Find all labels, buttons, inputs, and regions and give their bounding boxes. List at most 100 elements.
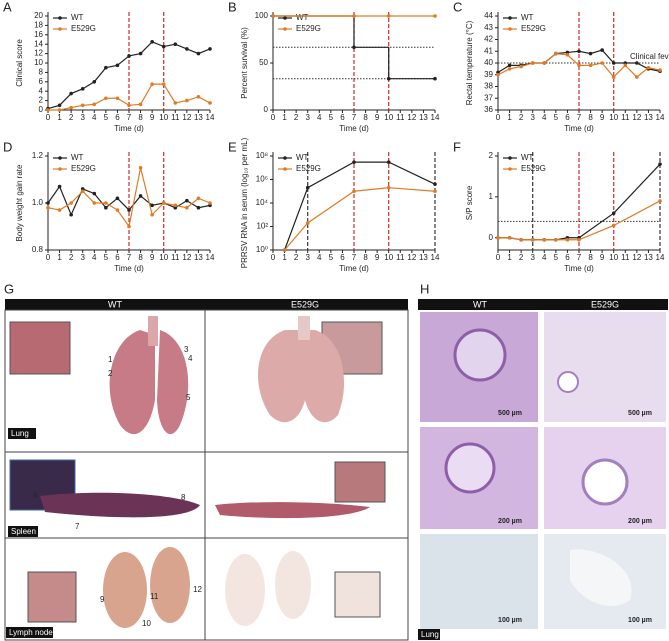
data-point <box>173 101 178 105</box>
data-point <box>69 105 73 110</box>
data-point <box>305 185 310 190</box>
data-point <box>386 14 391 18</box>
data-point <box>57 108 62 112</box>
data-point <box>92 191 97 196</box>
data-point <box>57 103 62 108</box>
data-point <box>542 237 547 242</box>
x-tick-label: 9 <box>150 253 155 262</box>
data-point <box>611 61 616 65</box>
data-point <box>577 49 581 54</box>
y-tick-label: 37 <box>484 93 493 102</box>
data-point <box>554 51 558 56</box>
data-point <box>196 205 201 210</box>
row-label-bg <box>6 627 53 638</box>
data-point <box>496 72 500 77</box>
trachea-image <box>148 316 158 346</box>
x-tick-label: 8 <box>138 253 143 262</box>
data-point <box>623 63 628 68</box>
row-label-bg <box>418 629 440 640</box>
legend-label: WT <box>521 153 534 162</box>
x-tick-label: 7 <box>577 113 582 122</box>
callout: 9 <box>100 595 105 604</box>
data-point <box>271 14 275 18</box>
x-tick-label: 13 <box>194 253 203 262</box>
data-point <box>80 87 85 91</box>
y-tick-label: 0.8 <box>32 245 44 254</box>
x-tick-label: 8 <box>588 113 593 122</box>
callout: 5 <box>186 393 191 402</box>
callout: 12 <box>193 585 202 594</box>
y-tick-label: 2 <box>489 151 494 160</box>
x-axis-label: Time (d) <box>339 124 369 133</box>
data-point <box>92 102 97 107</box>
y-tick-label: 50 <box>259 58 268 67</box>
x-tick-label: 14 <box>431 113 440 122</box>
data-point <box>352 189 356 194</box>
x-tick-label: 11 <box>621 253 630 262</box>
y-tick-label: 0 <box>264 105 269 114</box>
row-label-bg <box>8 526 38 537</box>
data-point <box>386 76 391 81</box>
lymph-node-image <box>275 551 311 619</box>
y-tick-label: 10⁶ <box>256 175 268 184</box>
data-point <box>658 162 662 166</box>
x-tick-label: 6 <box>115 253 120 262</box>
y-tick-label: 6 <box>39 77 44 86</box>
data-point <box>386 160 391 164</box>
x-tick-label: 13 <box>194 113 203 122</box>
x-tick-label: 6 <box>565 253 570 262</box>
data-point <box>542 61 547 65</box>
y-tick-label: 10⁴ <box>256 198 269 207</box>
scale-bar: 100 µm <box>498 617 522 624</box>
x-tick-label: 3 <box>305 253 310 262</box>
panel-label: E <box>228 139 237 154</box>
data-point <box>150 82 154 86</box>
data-point <box>46 201 50 205</box>
lung-image <box>258 330 345 423</box>
legend-label: WT <box>296 153 309 162</box>
x-tick-label: 12 <box>407 113 416 122</box>
legend-marker <box>283 156 287 160</box>
x-tick-label: 0 <box>271 113 276 122</box>
inset-image <box>334 461 386 503</box>
x-tick-label: 0 <box>46 253 51 262</box>
data-point <box>433 182 437 186</box>
y-tick-label: 38 <box>484 82 493 91</box>
x-axis-label: Time (d) <box>564 124 594 133</box>
data-point <box>173 42 178 46</box>
callout: 3 <box>184 345 189 354</box>
y-tick-label: 1 <box>489 192 494 201</box>
x-tick-label: 2 <box>69 253 74 262</box>
panel-h: H WT E529G 500 µm 500 µm 200 µm 200 µm 1… <box>418 281 668 640</box>
x-tick-label: 2 <box>519 253 524 262</box>
y-tick-label: 40 <box>484 58 493 67</box>
x-tick-label: 3 <box>80 113 85 122</box>
y-tick-label: 10 <box>34 58 43 67</box>
x-tick-label: 9 <box>375 113 380 122</box>
data-point <box>80 189 85 194</box>
y-axis-label: PRRSV RNA in serum (log₁₀ per mL) <box>240 137 249 268</box>
data-point <box>658 68 662 72</box>
lung-image <box>157 330 189 435</box>
x-tick-label: 0 <box>496 253 501 262</box>
x-tick-label: 11 <box>396 113 405 122</box>
callout: 6 <box>33 491 38 500</box>
data-point <box>646 65 651 70</box>
data-point <box>161 44 166 49</box>
histology-detail <box>444 442 496 494</box>
x-tick-label: 4 <box>317 113 322 122</box>
callout: 7 <box>75 522 80 531</box>
data-point <box>635 75 639 79</box>
data-point <box>635 61 639 65</box>
x-tick-label: 4 <box>92 113 97 122</box>
data-point <box>600 48 604 52</box>
x-tick-label: 1 <box>57 253 62 262</box>
data-point <box>282 248 287 252</box>
data-point <box>386 185 391 190</box>
lymph-node-image <box>103 552 147 628</box>
data-point <box>115 96 120 101</box>
x-tick-label: 2 <box>294 253 299 262</box>
x-tick-label: 4 <box>92 253 97 262</box>
x-tick-label: 2 <box>519 113 524 122</box>
data-point <box>69 91 73 96</box>
